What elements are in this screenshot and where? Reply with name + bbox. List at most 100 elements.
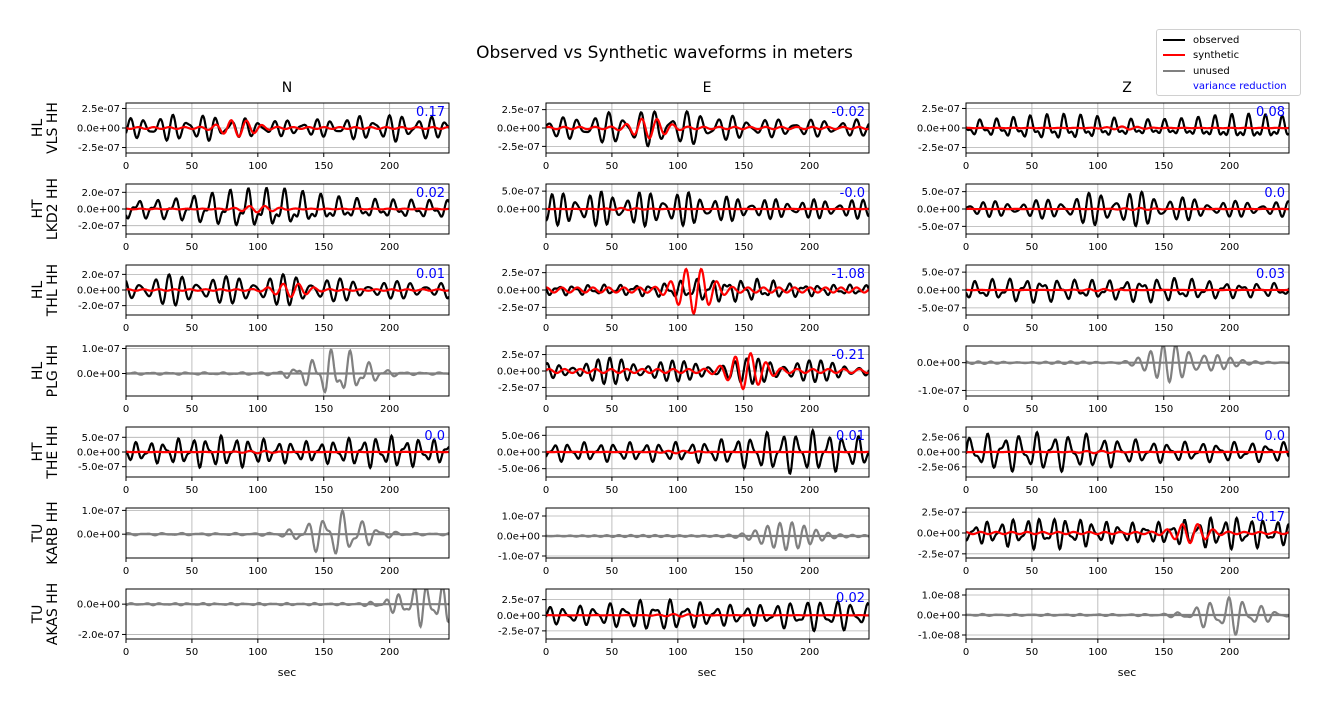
panel-r1-c0: 0 50 100 150 200 2.0e-07 0.0e+00 -2.0e-07 0.02: [77, 183, 450, 253]
x-tick-label: 150: [1154, 647, 1173, 658]
y-tick-label: -1.0e-07: [918, 386, 960, 397]
variance-reduction-label: -0.0: [840, 186, 865, 201]
legend-label-synthetic: synthetic: [1193, 49, 1240, 61]
y-tick-label: 0.0e+00: [497, 124, 540, 135]
x-tick-label: 0: [543, 242, 549, 253]
x-tick-label: 50: [606, 485, 619, 496]
y-tick-label: -5.0e-07: [78, 462, 120, 473]
x-tick-label: 200: [1220, 404, 1239, 415]
synthetic-trace: [546, 351, 869, 391]
x-tick-label: 50: [606, 404, 619, 415]
y-tick-label: 0.0e+00: [917, 611, 960, 622]
synthetic-trace: [966, 287, 1289, 293]
x-tick-label: 200: [1220, 485, 1239, 496]
panel-r1-c1: 0 50 100 150 200 5.0e-07 0.0e+00 -0.0: [497, 183, 870, 253]
variance-reduction-label: 0.02: [416, 186, 445, 201]
y-tick-label: -5.0e-07: [918, 222, 960, 233]
x-tick-label: 200: [380, 161, 399, 172]
y-tick-label: 2.5e-07: [82, 104, 120, 115]
x-tick-label: 150: [314, 161, 333, 172]
x-tick-label: 0: [963, 242, 969, 253]
y-tick-label: -2.5e-07: [498, 383, 540, 394]
observed-trace: [546, 356, 869, 386]
y-tick-label: 5.0e-07: [922, 268, 960, 279]
legend: observed synthetic unused variance reduc…: [1156, 29, 1301, 96]
panel-frame: [125, 345, 450, 397]
y-tick-label: 5.0e-07: [502, 187, 540, 198]
x-tick-label: 200: [380, 647, 399, 658]
panel-r5-c0: 0 50 100 150 200 1.0e-07 0.0e+00: [77, 506, 450, 577]
panel-r0-c2: 0 50 100 150 200 2.5e-07 0.0e+00 -2.5e-07 0.08: [917, 102, 1290, 172]
x-tick-label: 0: [123, 566, 129, 577]
panel-r1-c2: 0 50 100 150 200 5.0e-07 0.0e+00 -5.0e-07 0.0: [917, 183, 1290, 253]
unused-trace: [126, 348, 449, 394]
legend-label-observed: observed: [1193, 34, 1240, 46]
x-tick-label: 100: [668, 647, 687, 658]
y-tick-label: 0.0e+00: [917, 124, 960, 135]
y-tick-label: 5.0e-06: [502, 431, 540, 442]
unused-trace: [126, 508, 449, 555]
x-tick-label: 50: [1026, 647, 1039, 658]
y-tick-label: -2.5e-07: [498, 303, 540, 314]
y-tick-label: 2.5e-07: [922, 104, 960, 115]
y-tick-label: 0.0e+00: [497, 286, 540, 297]
x-tick-label: 50: [186, 323, 199, 334]
x-tick-label: 100: [248, 404, 267, 415]
panel-r0-c1: 0 50 100 150 200 2.5e-07 0.0e+00 -2.5e-07 -0.02: [497, 102, 870, 172]
observed-trace: [126, 113, 449, 143]
x-tick-label: 100: [248, 242, 267, 253]
observed-trace: [966, 515, 1289, 552]
x-tick-label: 200: [800, 485, 819, 496]
y-tick-label: 1.0e-07: [82, 506, 120, 517]
y-tick-label: 2.5e-07: [502, 105, 540, 116]
column-title-z: Z: [1122, 80, 1132, 96]
x-tick-label: 50: [1026, 485, 1039, 496]
observed-trace: [546, 427, 869, 476]
x-tick-label: 100: [668, 485, 687, 496]
y-tick-label: 1.0e-08: [922, 591, 960, 602]
x-tick-label: 50: [186, 485, 199, 496]
panel-frame: [545, 507, 870, 559]
y-tick-label: -2.0e-07: [78, 221, 120, 232]
y-tick-label: 1.0e-07: [82, 344, 120, 355]
panel-r2-c0: 0 50 100 150 200 2.0e-07 0.0e+00 -2.0e-07 0.01: [77, 264, 450, 334]
x-tick-label: 50: [606, 242, 619, 253]
variance-reduction-label: 0.03: [1256, 267, 1285, 282]
x-tick-label: 100: [1088, 485, 1107, 496]
panel-r4-c2: 0 50 100 150 200 2.5e-06 0.0e+00 -2.5e-06 0.0: [917, 426, 1290, 496]
panel-r5-c2: 0 50 100 150 200 2.5e-07 0.0e+00 -2.5e-07 -0.17: [917, 507, 1290, 577]
x-tick-label: 150: [1154, 566, 1173, 577]
variance-reduction-label: -0.21: [831, 348, 865, 363]
x-tick-label: 150: [314, 485, 333, 496]
synthetic-trace: [126, 204, 449, 214]
y-tick-label: 0.0e+00: [77, 286, 120, 297]
panel-r3-c0: 0 50 100 150 200 1.0e-07 0.0e+00: [77, 344, 450, 415]
x-tick-label: 50: [1026, 566, 1039, 577]
panel-r6-c0: 0 50 100 150 200 0.0e+00 -2.0e-07: [77, 588, 450, 658]
x-tick-label: 150: [734, 485, 753, 496]
synthetic-trace: [546, 117, 869, 140]
panel-r5-c1: 0 50 100 150 200 1.0e-07 0.0e+00 -1.0e-07: [497, 507, 870, 577]
x-tick-label: 150: [734, 404, 753, 415]
x-tick-label: 100: [668, 161, 687, 172]
y-tick-label: -1.0e-08: [918, 631, 960, 642]
x-tick-label: 0: [963, 647, 969, 658]
x-tick-label: 0: [963, 323, 969, 334]
y-tick-label: 2.5e-07: [502, 268, 540, 279]
legend-item-unused: unused: [1163, 64, 1230, 78]
y-tick-label: 0.0e+00: [917, 358, 960, 369]
x-tick-label: 0: [963, 404, 969, 415]
x-tick-label: 50: [606, 647, 619, 658]
variance-reduction-label: 0.0: [1264, 186, 1285, 201]
observed-trace: [126, 433, 449, 470]
y-tick-label: -2.0e-07: [78, 630, 120, 641]
observed-trace: [546, 190, 869, 229]
x-tick-label: 200: [380, 404, 399, 415]
x-tick-label: 50: [186, 566, 199, 577]
x-tick-label: 0: [543, 566, 549, 577]
panel-frame: [965, 588, 1290, 640]
panel-r6-c2: 0 50 100 150 200 1.0e-08 0.0e+00 -1.0e-08: [917, 588, 1290, 658]
x-tick-label: 200: [800, 566, 819, 577]
x-tick-label: 0: [543, 485, 549, 496]
